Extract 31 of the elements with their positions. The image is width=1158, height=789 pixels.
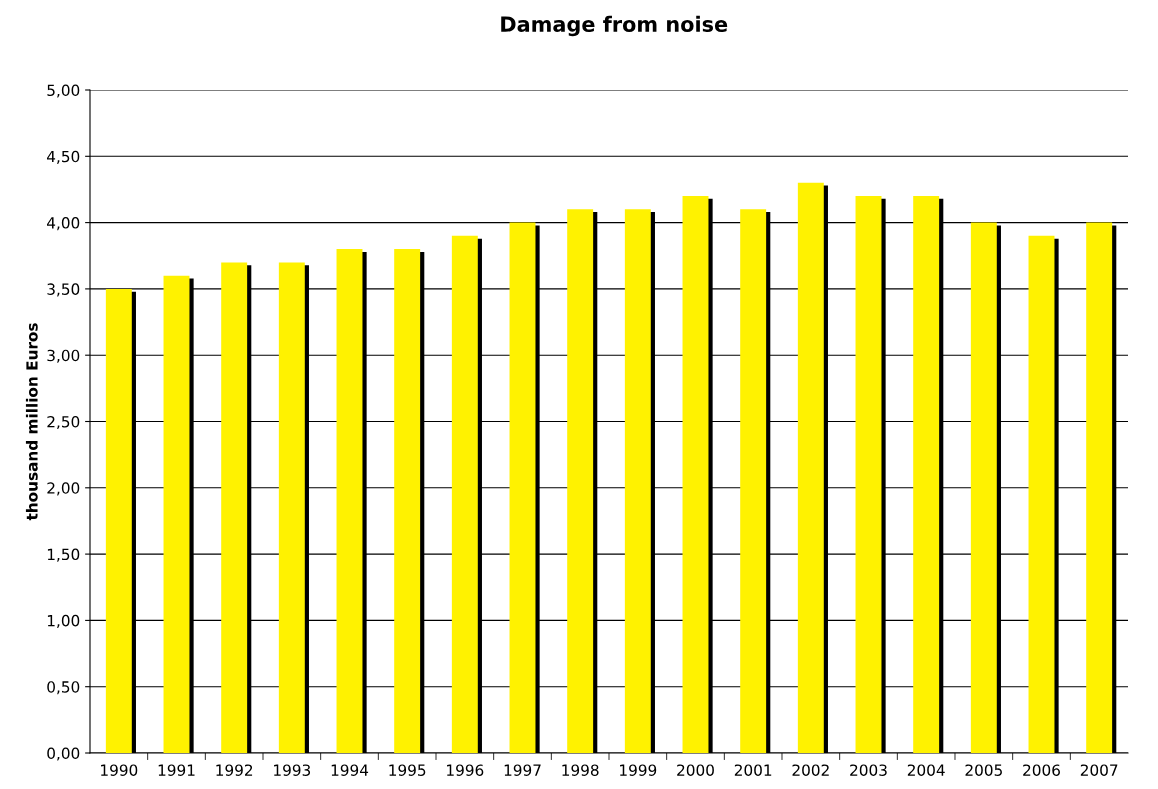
y-tick-label: 3,00 (47, 349, 80, 363)
y-tick-label: 0,50 (47, 681, 80, 695)
x-tick-label: 2006 (1023, 764, 1060, 776)
y-tick-label: 4,50 (47, 150, 80, 164)
y-tick-label: 2,00 (47, 482, 80, 496)
x-tick-label: 1998 (562, 764, 599, 776)
x-tick-label: 1995 (389, 764, 426, 776)
y-tick-label: 3,50 (47, 283, 80, 297)
x-tick-label: 1994 (331, 764, 369, 776)
y-tick-label: 2,50 (47, 415, 80, 430)
x-tick-label: 2005 (965, 764, 1002, 776)
x-tick-label: 1993 (274, 764, 311, 776)
x-tick-label: 1991 (158, 764, 195, 776)
x-tick-label: 1997 (504, 764, 541, 776)
y-tick-label: 1,00 (47, 614, 80, 628)
x-tick-label: 1996 (447, 764, 484, 776)
x-tick-label: 2000 (677, 764, 714, 776)
x-tick-label: 1999 (620, 764, 657, 776)
x-tick-label: 2003 (850, 764, 887, 776)
x-tick-label: 2001 (734, 764, 772, 776)
y-axis-title: thousand million Euros (25, 323, 38, 521)
x-tick-label: 1992 (216, 764, 253, 776)
y-tick-label: 1,50 (47, 548, 80, 562)
x-tick-label: 2004 (907, 764, 945, 776)
x-tick-label: 2007 (1080, 764, 1118, 776)
y-tick-label: 5,00 (47, 84, 80, 98)
chart-title: Damage from noise (501, 15, 728, 37)
y-tick-label: 4,00 (47, 217, 80, 231)
y-tick-label: 0,00 (47, 747, 80, 761)
x-tick-label: 1990 (101, 764, 138, 776)
x-tick-label: 2002 (792, 764, 829, 776)
